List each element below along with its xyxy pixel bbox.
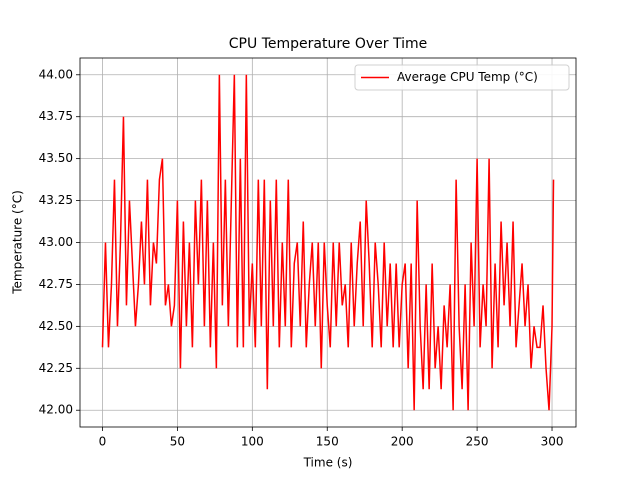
chart-title: CPU Temperature Over Time	[229, 36, 427, 52]
y-axis-label: Temperature (°C)	[11, 190, 25, 295]
y-tick-label: 42.00	[39, 403, 73, 417]
y-tick-label: 44.00	[39, 67, 73, 81]
x-tick-label: 300	[541, 435, 564, 449]
y-tick-label: 43.75	[39, 109, 73, 123]
plot-frame	[79, 57, 577, 428]
x-tick-label: 150	[316, 435, 339, 449]
data-line	[101, 74, 555, 411]
x-tick-label: 0	[99, 435, 107, 449]
y-tick-label: 43.25	[39, 193, 73, 207]
x-tick-label: 200	[391, 435, 414, 449]
x-axis-label: Time (s)	[303, 456, 353, 470]
x-tick-label: 250	[466, 435, 489, 449]
y-tick-label: 42.25	[39, 361, 73, 375]
x-tick-label: 50	[170, 435, 185, 449]
y-tick-label: 43.50	[39, 151, 73, 165]
x-tick-label: 100	[241, 435, 264, 449]
legend-box	[354, 64, 570, 91]
legend-label: Average CPU Temp (°C)	[397, 70, 538, 84]
y-tick-label: 42.75	[39, 277, 73, 291]
y-tick-label: 43.00	[39, 235, 73, 249]
y-tick-label: 42.50	[39, 319, 73, 333]
